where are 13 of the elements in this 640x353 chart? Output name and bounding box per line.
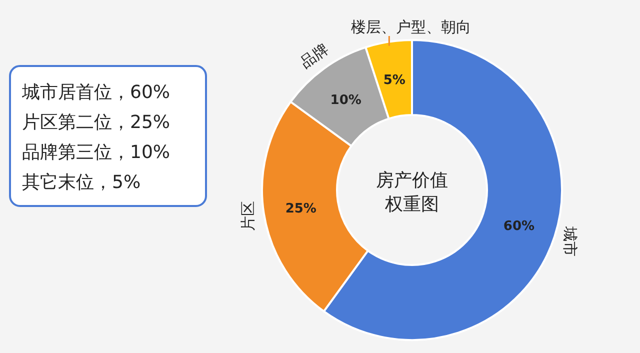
- slice-label: 城市: [560, 225, 579, 256]
- text: 城市居首位，60%: [21, 82, 170, 103]
- data-label: 60%: [503, 218, 535, 234]
- slice-label: 品牌: [297, 40, 332, 72]
- data-label: 5%: [383, 72, 406, 88]
- data-label: 25%: [285, 202, 316, 217]
- text: 其它末位，5%: [22, 172, 141, 193]
- slice-label: 楼层、户型、朝向: [351, 18, 472, 36]
- text: 片区第二位，25%: [22, 112, 170, 133]
- text: 房产价值权重图: [376, 170, 448, 215]
- data-label: 10%: [330, 92, 362, 108]
- text: 品牌第三位，10%: [22, 142, 170, 163]
- slice-label: 片区: [239, 200, 258, 231]
